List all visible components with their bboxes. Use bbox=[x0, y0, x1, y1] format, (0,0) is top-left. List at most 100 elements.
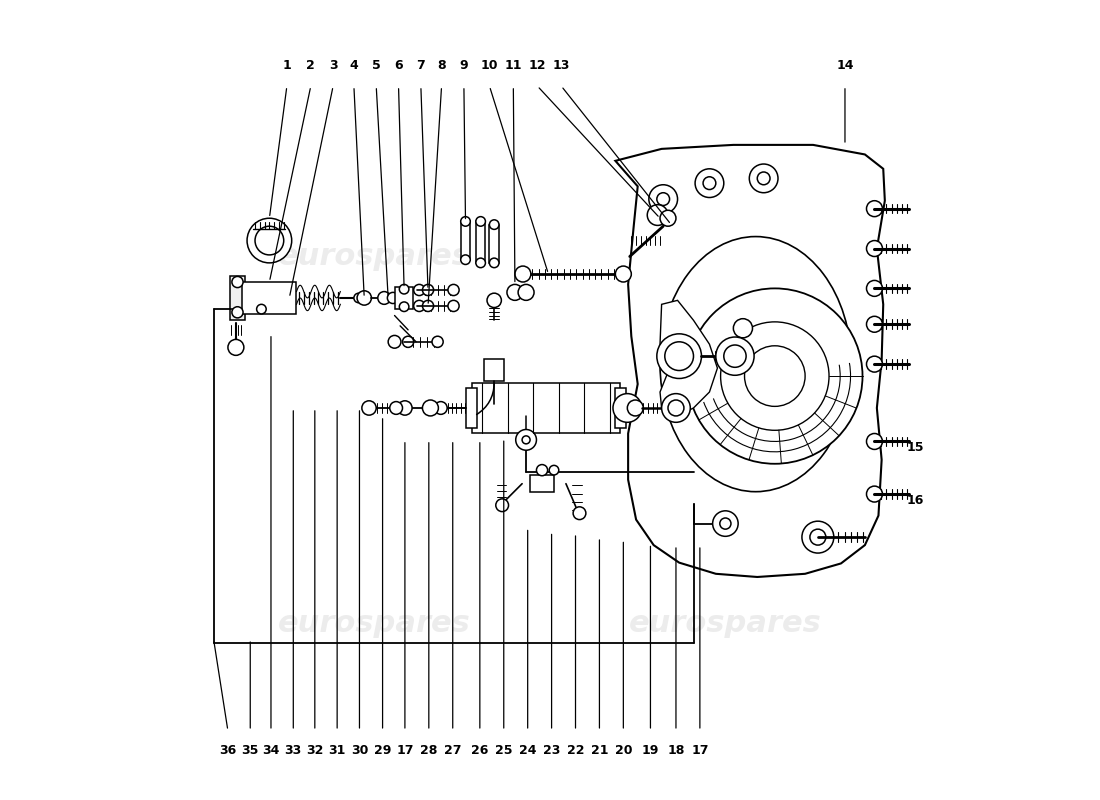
Circle shape bbox=[719, 518, 732, 529]
Circle shape bbox=[414, 300, 425, 311]
Circle shape bbox=[256, 304, 266, 314]
Bar bbox=[490, 225, 499, 263]
Circle shape bbox=[657, 193, 670, 206]
Circle shape bbox=[518, 285, 535, 300]
Text: 20: 20 bbox=[615, 744, 632, 758]
Circle shape bbox=[615, 266, 631, 282]
Text: 28: 28 bbox=[420, 744, 438, 758]
Circle shape bbox=[389, 402, 403, 414]
Text: 22: 22 bbox=[566, 744, 584, 758]
Circle shape bbox=[720, 322, 829, 430]
Circle shape bbox=[232, 277, 243, 287]
Text: 13: 13 bbox=[552, 58, 570, 72]
Circle shape bbox=[448, 285, 459, 295]
Circle shape bbox=[422, 285, 433, 295]
Text: eurospares: eurospares bbox=[278, 609, 471, 638]
Text: 27: 27 bbox=[444, 744, 462, 758]
Circle shape bbox=[749, 164, 778, 193]
Circle shape bbox=[377, 291, 390, 304]
Circle shape bbox=[703, 177, 716, 190]
Circle shape bbox=[664, 342, 693, 370]
Circle shape bbox=[867, 316, 882, 332]
Text: 12: 12 bbox=[528, 58, 546, 72]
Circle shape bbox=[422, 400, 439, 416]
Text: eurospares: eurospares bbox=[629, 609, 822, 638]
Bar bbox=[466, 388, 477, 428]
Circle shape bbox=[228, 339, 244, 355]
Circle shape bbox=[358, 290, 372, 305]
Text: 32: 32 bbox=[306, 744, 323, 758]
Text: 1: 1 bbox=[283, 58, 292, 72]
Text: 11: 11 bbox=[505, 58, 522, 72]
Circle shape bbox=[867, 434, 882, 450]
Text: eurospares: eurospares bbox=[629, 242, 822, 271]
Circle shape bbox=[516, 430, 537, 450]
Circle shape bbox=[745, 346, 805, 406]
Text: eurospares: eurospares bbox=[278, 242, 471, 271]
Circle shape bbox=[649, 185, 678, 214]
Text: 10: 10 bbox=[481, 58, 498, 72]
Circle shape bbox=[255, 226, 284, 255]
Text: 17: 17 bbox=[691, 744, 708, 758]
Text: 33: 33 bbox=[285, 744, 301, 758]
Circle shape bbox=[867, 241, 882, 257]
Text: 30: 30 bbox=[351, 744, 369, 758]
Bar bbox=[461, 222, 471, 260]
Text: 15: 15 bbox=[906, 442, 924, 454]
Circle shape bbox=[713, 511, 738, 536]
Circle shape bbox=[399, 285, 409, 294]
Circle shape bbox=[507, 285, 522, 300]
Circle shape bbox=[668, 400, 684, 416]
Text: 2: 2 bbox=[307, 58, 316, 72]
Text: 8: 8 bbox=[438, 58, 446, 72]
Circle shape bbox=[232, 306, 243, 318]
Circle shape bbox=[810, 529, 826, 545]
Circle shape bbox=[515, 266, 531, 282]
Circle shape bbox=[688, 288, 862, 464]
Text: 5: 5 bbox=[372, 58, 381, 72]
Circle shape bbox=[734, 318, 752, 338]
Text: 23: 23 bbox=[543, 744, 560, 758]
Circle shape bbox=[657, 334, 702, 378]
Text: 31: 31 bbox=[329, 744, 345, 758]
Text: 16: 16 bbox=[906, 494, 924, 507]
Bar bbox=[230, 276, 244, 320]
Circle shape bbox=[403, 336, 414, 347]
Circle shape bbox=[716, 337, 755, 375]
Circle shape bbox=[867, 281, 882, 296]
Bar bbox=[484, 358, 504, 381]
Circle shape bbox=[422, 300, 433, 311]
Circle shape bbox=[448, 300, 459, 311]
Ellipse shape bbox=[660, 237, 851, 492]
Polygon shape bbox=[660, 300, 717, 416]
Circle shape bbox=[476, 217, 485, 226]
Circle shape bbox=[867, 356, 882, 372]
Circle shape bbox=[613, 394, 641, 422]
Circle shape bbox=[461, 217, 471, 226]
Circle shape bbox=[627, 400, 644, 416]
Bar bbox=[395, 286, 412, 309]
Text: 19: 19 bbox=[641, 744, 659, 758]
Circle shape bbox=[398, 401, 412, 415]
Circle shape bbox=[461, 255, 471, 265]
Circle shape bbox=[867, 486, 882, 502]
Circle shape bbox=[388, 335, 400, 348]
Text: 14: 14 bbox=[836, 58, 854, 72]
Bar bbox=[242, 282, 297, 314]
Circle shape bbox=[248, 218, 292, 263]
Bar bbox=[615, 388, 626, 428]
Circle shape bbox=[724, 345, 746, 367]
Circle shape bbox=[434, 402, 448, 414]
Circle shape bbox=[802, 521, 834, 553]
Text: 3: 3 bbox=[329, 58, 338, 72]
Circle shape bbox=[354, 293, 363, 302]
Text: 34: 34 bbox=[262, 744, 279, 758]
Text: 35: 35 bbox=[242, 744, 258, 758]
Circle shape bbox=[387, 292, 398, 303]
Circle shape bbox=[522, 436, 530, 444]
Circle shape bbox=[490, 220, 499, 230]
Text: 29: 29 bbox=[374, 744, 392, 758]
Circle shape bbox=[867, 201, 882, 217]
Circle shape bbox=[362, 401, 376, 415]
Circle shape bbox=[695, 169, 724, 198]
